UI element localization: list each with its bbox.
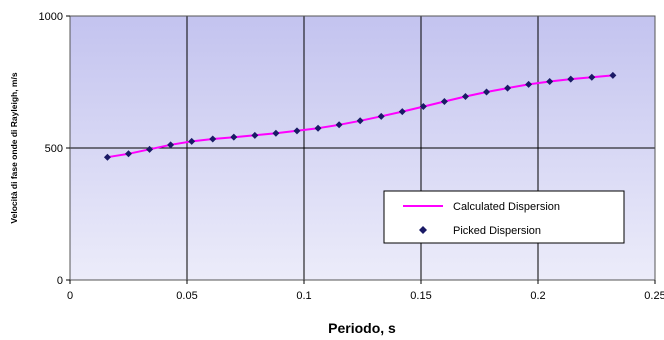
picked-dispersion-point: [188, 137, 196, 145]
legend-marker-swatch: [419, 226, 427, 234]
grid-layer: [70, 16, 655, 280]
y-tick-label: 500: [45, 143, 63, 155]
picked-dispersion-point: [609, 71, 617, 79]
picked-dispersion-point: [483, 88, 491, 96]
tick-layer: 0 0.05 0.1 0.15 0.2 0.25 0 500 1000: [39, 11, 664, 302]
picked-dispersion-point: [525, 80, 533, 88]
x-tick-label: 0.2: [530, 290, 545, 302]
picked-dispersion-point: [398, 108, 406, 116]
x-tick-label: 0.25: [644, 290, 664, 302]
picked-dispersion-point: [146, 145, 154, 153]
picked-dispersion-point: [314, 124, 322, 132]
picked-dispersion-point: [419, 103, 427, 111]
series-layer: [103, 71, 617, 161]
picked-dispersion-point: [588, 73, 596, 81]
picked-dispersion-point: [272, 129, 280, 137]
picked-dispersion-point: [251, 131, 259, 139]
legend: Calculated Dispersion Picked Dispersion: [383, 190, 625, 244]
legend-box: [383, 190, 625, 244]
picked-dispersion-point: [103, 153, 111, 161]
legend-label-calculated: Calculated Dispersion: [453, 201, 560, 213]
x-tick-label: 0.1: [296, 290, 311, 302]
picked-dispersion-point: [546, 77, 554, 85]
picked-dispersion-point: [230, 133, 238, 141]
y-tick-label: 1000: [39, 11, 63, 23]
picked-dispersion-point: [125, 150, 132, 158]
picked-dispersion-point: [504, 84, 512, 92]
picked-dispersion-point: [356, 117, 364, 125]
y-axis-title: Velocità di fase onde di Rayleigh, m/s: [9, 72, 19, 223]
picked-dispersion-point: [567, 75, 575, 83]
picked-dispersion-point: [167, 141, 175, 149]
x-tick-label: 0.05: [176, 290, 197, 302]
picked-dispersion-point: [209, 135, 217, 143]
x-tick-label: 0.15: [410, 290, 431, 302]
x-tick-label: 0: [67, 290, 73, 302]
picked-dispersion-point: [377, 112, 385, 120]
picked-dispersion-point: [335, 121, 343, 129]
y-tick-label: 0: [57, 275, 63, 287]
picked-dispersion-point: [461, 93, 469, 101]
picked-dispersion-point: [293, 127, 301, 135]
x-axis-title: Periodo, s: [328, 320, 396, 336]
legend-label-picked: Picked Dispersion: [453, 225, 541, 237]
picked-dispersion-point: [440, 98, 448, 106]
